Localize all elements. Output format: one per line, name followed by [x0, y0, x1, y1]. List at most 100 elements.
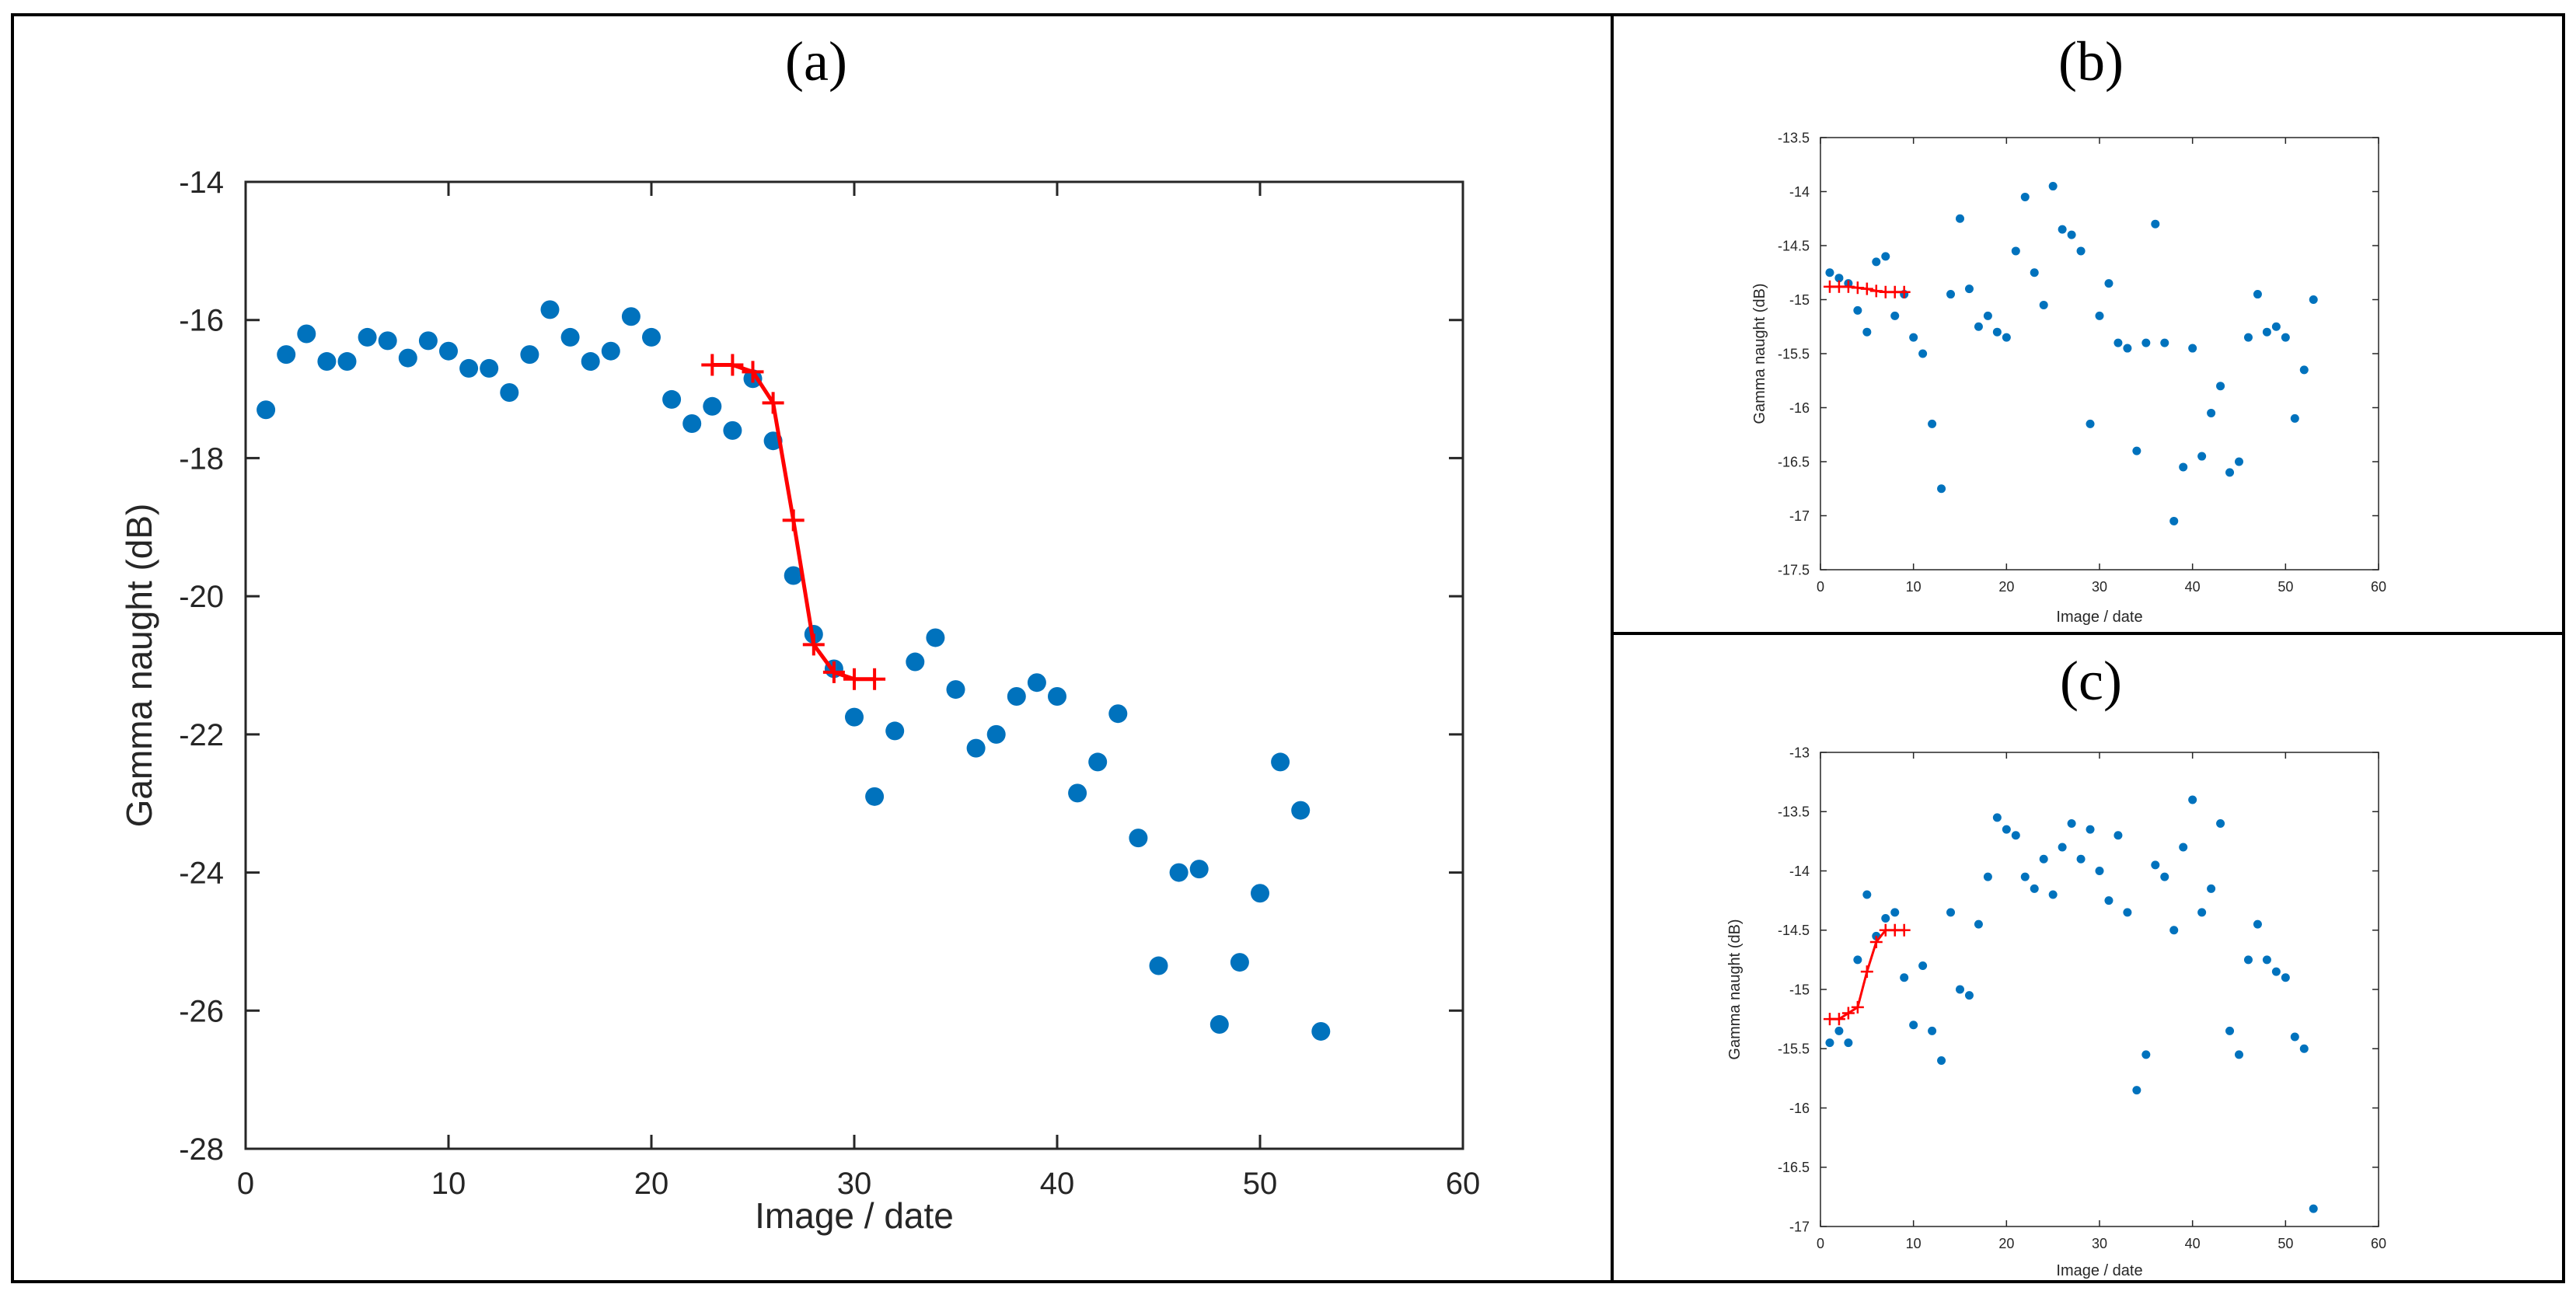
data-point-b: [1937, 484, 1946, 494]
y-tick-label-a: -16: [179, 304, 224, 338]
data-point-c: [1983, 872, 1992, 881]
x-tick-label-a: 50: [1243, 1167, 1278, 1201]
data-point-b: [2225, 468, 2235, 477]
data-point-a: [337, 352, 357, 372]
data-point-c: [2011, 831, 2020, 840]
data-point-b: [2179, 462, 2188, 472]
data-point-a: [378, 331, 397, 351]
plot-area-b: [1820, 137, 2379, 570]
data-point-c: [2207, 884, 2216, 893]
y-tick-label-b: -14: [1789, 184, 1810, 200]
data-point-b: [2262, 327, 2271, 337]
data-point-a: [986, 724, 1006, 744]
data-point-b: [1974, 322, 1983, 331]
x-tick-label-c: 50: [2278, 1236, 2293, 1251]
data-point-a: [540, 300, 560, 319]
data-point-b: [2253, 290, 2262, 299]
data-point-a: [277, 345, 296, 365]
data-point-c: [2160, 872, 2169, 881]
data-point-c: [2020, 872, 2030, 881]
data-point-c: [2123, 908, 2132, 917]
x-tick-label-b: 0: [1817, 579, 1824, 595]
y-tick-label-b: -16: [1789, 400, 1810, 416]
x-tick-label-a: 30: [837, 1167, 872, 1201]
data-point-b: [2132, 446, 2141, 455]
data-point-b: [1964, 284, 1974, 294]
data-point-b: [2076, 246, 2086, 256]
y-tick-label-b: -14.5: [1778, 238, 1810, 253]
data-point-b: [2095, 311, 2104, 320]
data-point-b: [1918, 349, 1928, 358]
x-axis-label-c: Image / date: [2056, 1262, 2142, 1279]
data-point-a: [560, 327, 580, 347]
data-point-c: [2169, 926, 2179, 935]
data-point-c: [2188, 795, 2197, 804]
data-point-c: [2281, 973, 2290, 982]
x-tick-label-c: 30: [2092, 1236, 2107, 1251]
data-point-b: [2207, 408, 2216, 417]
data-point-a: [480, 358, 499, 378]
data-point-c: [1834, 1026, 1844, 1035]
data-point-b: [2048, 182, 2058, 191]
data-point-c: [2086, 825, 2095, 834]
data-point-b: [2123, 344, 2132, 353]
data-point-a: [662, 389, 682, 409]
data-point-b: [2281, 333, 2290, 342]
data-point-c: [1853, 955, 1862, 965]
data-point-a: [1251, 884, 1269, 903]
x-tick-label-a: 0: [237, 1167, 254, 1201]
x-tick-label-a: 60: [1446, 1167, 1481, 1201]
data-point-c: [1937, 1056, 1946, 1065]
data-point-b: [2160, 338, 2169, 347]
data-point-a: [946, 680, 965, 700]
data-point-a: [1088, 752, 1108, 772]
data-point-c: [1992, 813, 2002, 822]
y-axis-label-c: Gamma naught (dB): [1726, 919, 1744, 1059]
data-point-a: [1129, 829, 1148, 848]
data-point-a: [784, 566, 803, 585]
data-point-c: [2076, 854, 2086, 864]
data-point-a: [1311, 1021, 1331, 1041]
x-tick-label-c: 10: [1906, 1236, 1922, 1251]
data-point-b: [1909, 333, 1918, 342]
panel-c-frame: [1611, 632, 2565, 1283]
data-point-c: [1964, 991, 1974, 1000]
data-point-a: [297, 324, 316, 344]
data-point-c: [2002, 825, 2011, 834]
y-tick-label-b: -17.5: [1778, 562, 1810, 577]
data-point-a: [682, 414, 702, 433]
data-point-b: [2141, 338, 2151, 347]
data-point-b: [2011, 246, 2020, 256]
data-point-c: [2243, 955, 2253, 965]
data-point-c: [1956, 985, 1964, 994]
y-tick-label-b: -17: [1789, 508, 1810, 524]
x-tick-label-a: 20: [634, 1167, 669, 1201]
data-point-c: [1918, 961, 1928, 970]
data-point-b: [2290, 413, 2299, 423]
data-point-b: [2299, 365, 2309, 375]
data-point-a: [885, 721, 905, 741]
data-point-c: [2216, 819, 2225, 828]
data-point-b: [2309, 295, 2318, 304]
data-point-a: [520, 345, 539, 365]
data-point-a: [845, 707, 864, 727]
y-tick-label-c: -14.5: [1778, 923, 1810, 938]
panel-c-title: (c): [2060, 650, 2122, 712]
data-point-a: [317, 352, 337, 372]
data-point-c: [1890, 908, 1900, 917]
data-point-c: [2039, 854, 2048, 864]
data-point-a: [1271, 752, 1290, 772]
data-point-c: [2114, 831, 2123, 840]
data-point-b: [2104, 279, 2114, 288]
y-tick-label-c: -15.5: [1778, 1042, 1810, 1057]
data-point-b: [2235, 457, 2243, 466]
data-point-c: [2104, 896, 2114, 905]
data-point-a: [418, 331, 438, 351]
panel-a-title: (a): [785, 30, 847, 92]
data-point-a: [703, 396, 722, 416]
data-point-b: [2188, 344, 2197, 353]
y-tick-label-a: -18: [179, 441, 224, 476]
y-tick-label-a: -28: [179, 1132, 224, 1167]
x-tick-label-c: 0: [1817, 1236, 1824, 1251]
data-point-a: [1189, 860, 1209, 879]
